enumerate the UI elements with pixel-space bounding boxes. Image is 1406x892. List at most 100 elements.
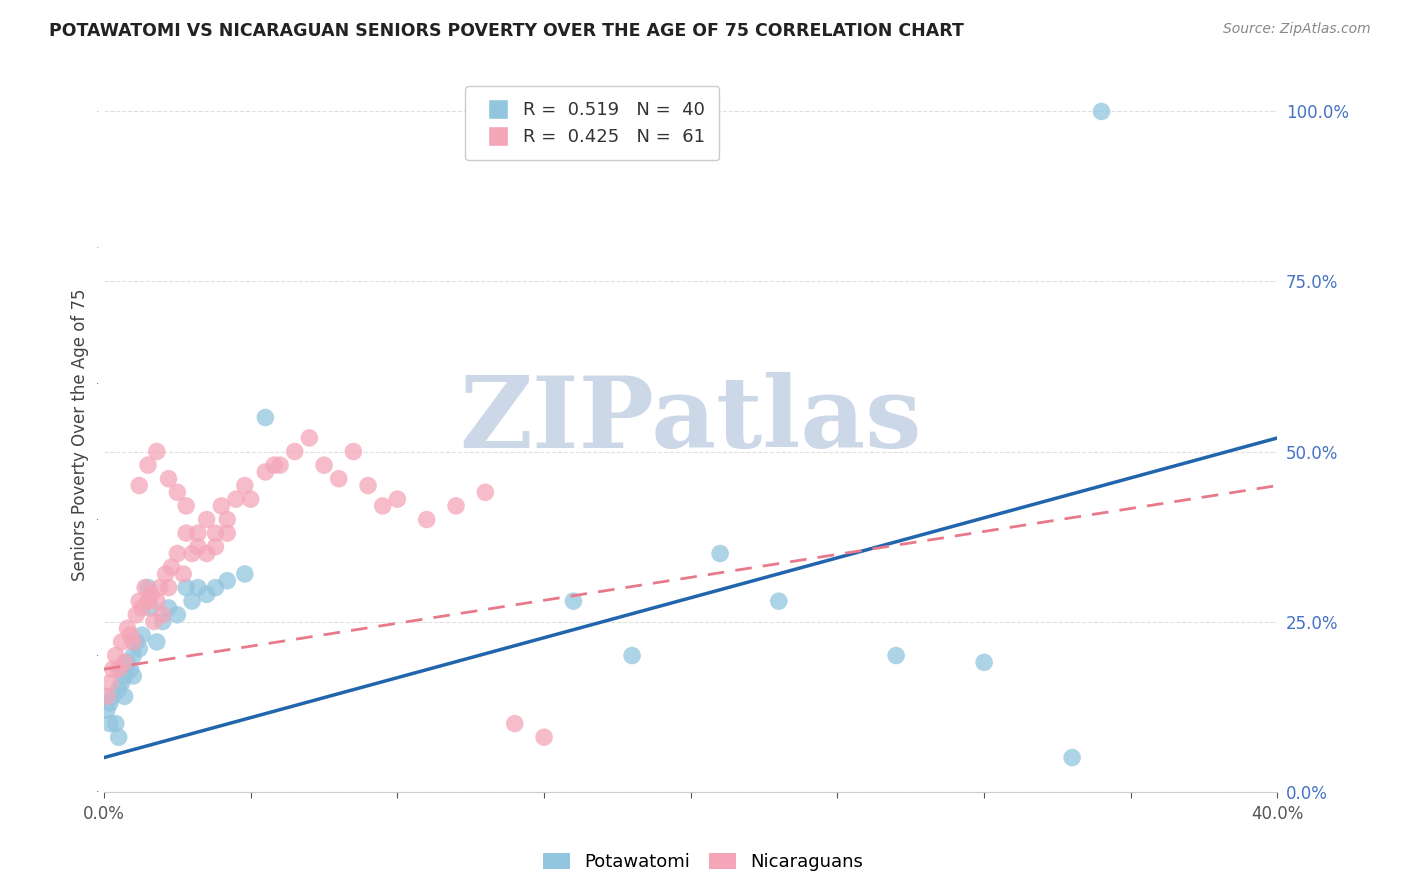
Point xyxy=(122,648,145,663)
Legend: R =  0.519   N =  40, R =  0.425   N =  61: R = 0.519 N = 40, R = 0.425 N = 61 xyxy=(465,87,720,161)
Point xyxy=(104,648,127,663)
Point xyxy=(195,547,218,561)
Point xyxy=(166,547,188,561)
Point xyxy=(204,526,226,541)
Point xyxy=(225,492,247,507)
Point xyxy=(120,662,142,676)
Point xyxy=(111,635,134,649)
Point xyxy=(98,675,121,690)
Point xyxy=(131,628,153,642)
Point xyxy=(562,594,585,608)
Point xyxy=(166,607,188,622)
Point xyxy=(114,690,136,704)
Point xyxy=(136,581,159,595)
Point xyxy=(142,615,165,629)
Text: Source: ZipAtlas.com: Source: ZipAtlas.com xyxy=(1223,22,1371,37)
Point xyxy=(152,615,174,629)
Point xyxy=(709,547,731,561)
Point xyxy=(149,581,172,595)
Point xyxy=(117,621,139,635)
Point xyxy=(107,682,129,697)
Point xyxy=(107,730,129,744)
Point xyxy=(239,492,262,507)
Point xyxy=(328,472,350,486)
Point xyxy=(884,648,907,663)
Point xyxy=(187,581,209,595)
Point xyxy=(146,635,169,649)
Point xyxy=(503,716,526,731)
Point xyxy=(174,526,197,541)
Point xyxy=(146,594,169,608)
Point xyxy=(125,635,148,649)
Point xyxy=(209,499,232,513)
Point xyxy=(1062,750,1084,764)
Point xyxy=(621,648,644,663)
Text: ZIPatlas: ZIPatlas xyxy=(460,372,922,468)
Point xyxy=(157,581,180,595)
Point xyxy=(114,656,136,670)
Point xyxy=(187,540,209,554)
Point xyxy=(217,526,239,541)
Point xyxy=(187,526,209,541)
Legend: Potawatomi, Nicaraguans: Potawatomi, Nicaraguans xyxy=(536,846,870,879)
Point xyxy=(342,444,364,458)
Point xyxy=(114,669,136,683)
Point xyxy=(157,472,180,486)
Point xyxy=(117,656,139,670)
Point xyxy=(217,512,239,526)
Point xyxy=(284,444,307,458)
Point xyxy=(98,716,121,731)
Point xyxy=(181,547,204,561)
Point xyxy=(157,601,180,615)
Point xyxy=(263,458,285,472)
Point xyxy=(122,669,145,683)
Point xyxy=(131,601,153,615)
Point xyxy=(101,662,124,676)
Point xyxy=(181,594,204,608)
Point xyxy=(768,594,790,608)
Point xyxy=(1090,104,1112,119)
Point xyxy=(128,641,150,656)
Point xyxy=(139,587,162,601)
Point xyxy=(174,581,197,595)
Point xyxy=(107,662,129,676)
Point xyxy=(233,478,256,492)
Point xyxy=(152,607,174,622)
Point xyxy=(120,628,142,642)
Point xyxy=(298,431,321,445)
Point xyxy=(973,656,995,670)
Point xyxy=(160,560,183,574)
Text: POTAWATOMI VS NICARAGUAN SENIORS POVERTY OVER THE AGE OF 75 CORRELATION CHART: POTAWATOMI VS NICARAGUAN SENIORS POVERTY… xyxy=(49,22,965,40)
Point xyxy=(128,594,150,608)
Point xyxy=(195,512,218,526)
Point xyxy=(204,540,226,554)
Point xyxy=(134,581,156,595)
Point xyxy=(111,662,134,676)
Point xyxy=(357,478,380,492)
Point xyxy=(166,485,188,500)
Point xyxy=(312,458,335,472)
Point xyxy=(136,594,159,608)
Point xyxy=(128,478,150,492)
Point xyxy=(136,458,159,472)
Point xyxy=(254,465,277,479)
Point xyxy=(172,566,194,581)
Point xyxy=(104,716,127,731)
Point xyxy=(125,607,148,622)
Point xyxy=(139,601,162,615)
Point xyxy=(269,458,291,472)
Point xyxy=(111,675,134,690)
Point xyxy=(122,635,145,649)
Point xyxy=(254,410,277,425)
Point xyxy=(371,499,394,513)
Y-axis label: Seniors Poverty Over the Age of 75: Seniors Poverty Over the Age of 75 xyxy=(72,288,89,581)
Point xyxy=(174,499,197,513)
Point xyxy=(387,492,409,507)
Point xyxy=(146,444,169,458)
Point xyxy=(98,696,121,710)
Point xyxy=(101,690,124,704)
Point xyxy=(155,566,177,581)
Point xyxy=(233,566,256,581)
Point xyxy=(444,499,467,513)
Point xyxy=(533,730,555,744)
